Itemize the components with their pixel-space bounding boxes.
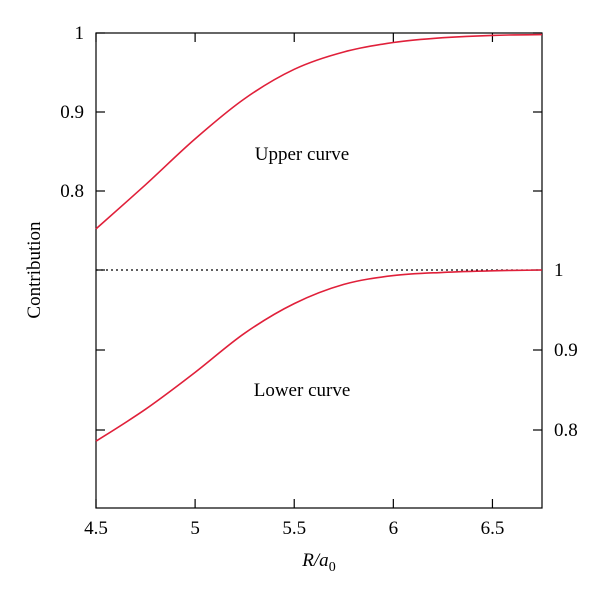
x-tick-label: 6 [389, 518, 399, 539]
upper-curve-line [95, 33, 543, 230]
x-tick-label: 5 [190, 518, 200, 539]
ticks [95, 32, 542, 508]
labels: 4.5 5 5.5 6 6.5 1 0.9 0.8 1 0.9 0.8 Upper curve Lowe… [24, 23, 578, 575]
x-axis-title: R/a0 [301, 550, 335, 575]
lower-curve-label: Lower curve [254, 380, 351, 401]
y-axis-title: Contribution [24, 221, 45, 319]
x-tick-label: 6.5 [481, 518, 505, 539]
curves [95, 33, 543, 442]
x-axis-title-subscript: 0 [329, 560, 336, 575]
upper-y-tick-label: 0.9 [60, 102, 84, 123]
upper-curve-label: Upper curve [255, 144, 349, 165]
lower-y-tick-label: 0.9 [554, 340, 578, 361]
x-axis-title-main: R/a [301, 550, 328, 571]
lower-y-tick-label: 1 [554, 260, 564, 281]
x-tick-label: 5.5 [282, 518, 306, 539]
lower-y-tick-label: 0.8 [554, 420, 578, 441]
upper-y-tick-label: 0.8 [60, 181, 84, 202]
upper-y-tick-label: 1 [75, 23, 85, 44]
x-tick-label: 4.5 [84, 518, 108, 539]
lower-curve-line [95, 269, 543, 442]
